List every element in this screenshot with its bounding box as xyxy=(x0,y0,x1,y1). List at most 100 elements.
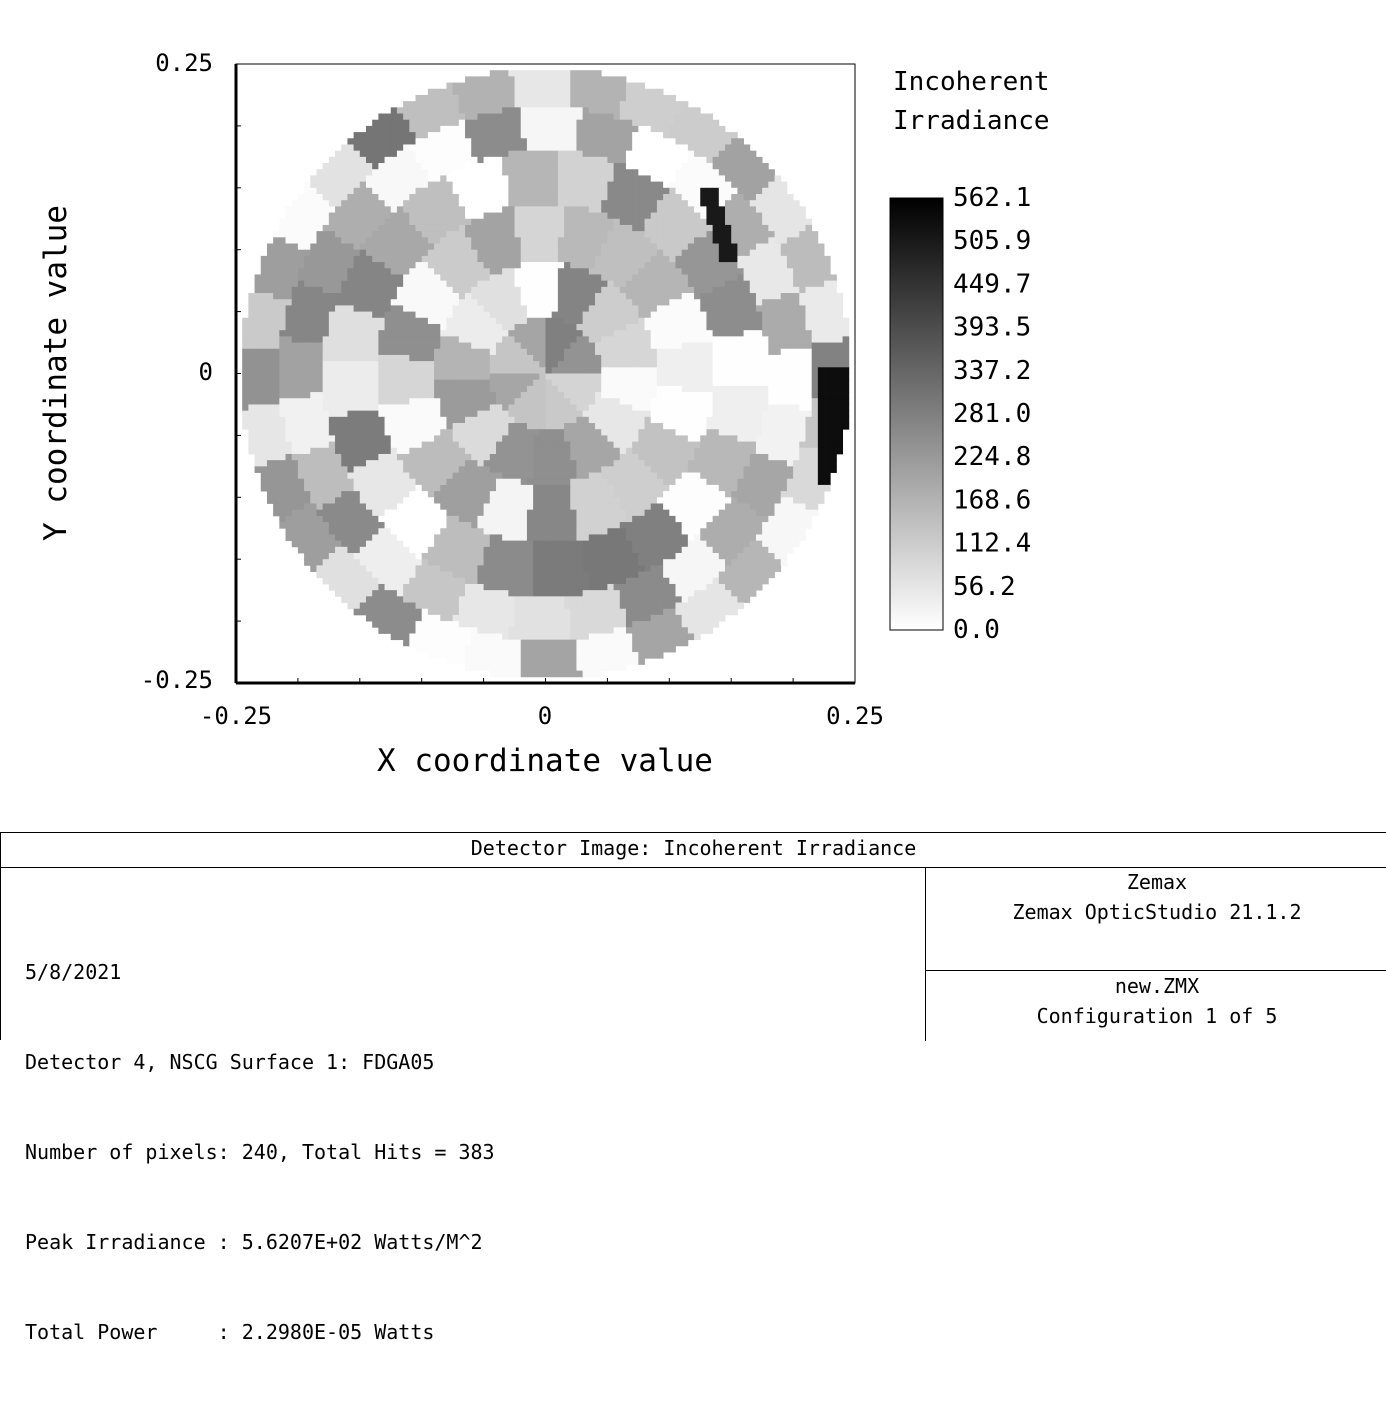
heatmap-cell xyxy=(421,373,429,381)
heatmap-cell xyxy=(700,193,707,201)
heatmap-cell xyxy=(731,280,738,288)
heatmap-cell xyxy=(285,243,293,251)
heatmap-cell xyxy=(601,187,608,195)
heatmap-cell xyxy=(842,336,850,343)
heatmap-cell xyxy=(421,255,429,263)
heatmap-cell xyxy=(793,379,800,387)
heatmap-cell xyxy=(372,323,379,331)
heatmap-cell xyxy=(551,373,559,381)
heatmap-cell xyxy=(279,293,286,300)
heatmap-cell xyxy=(310,441,317,449)
heatmap-cell xyxy=(681,336,689,343)
heatmap-cell xyxy=(489,187,497,195)
heatmap-cell xyxy=(650,101,658,108)
heatmap-cell xyxy=(613,138,621,145)
heatmap-cell xyxy=(254,416,262,424)
heatmap-cell xyxy=(675,423,683,430)
heatmap-cell xyxy=(786,404,794,412)
heatmap-cell xyxy=(310,193,317,201)
heatmap-cell xyxy=(557,441,565,449)
heatmap-cell xyxy=(520,423,528,430)
heatmap-cell xyxy=(508,200,515,207)
heatmap-cell xyxy=(508,113,515,121)
heatmap-cell xyxy=(390,200,398,207)
heatmap-cell xyxy=(749,311,757,319)
heatmap-cell xyxy=(403,150,410,158)
heatmap-cell xyxy=(396,435,404,442)
heatmap-cell xyxy=(687,441,695,449)
heatmap-cell xyxy=(718,286,726,294)
heatmap-cell xyxy=(780,361,788,368)
heatmap-cell xyxy=(687,293,695,300)
heatmap-cell xyxy=(458,243,466,251)
heatmap-cell xyxy=(446,132,454,139)
heatmap-cell xyxy=(656,237,664,244)
heatmap-cell xyxy=(384,354,392,362)
heatmap-cell xyxy=(836,293,844,300)
heatmap-cell xyxy=(242,385,249,393)
heatmap-cell xyxy=(737,224,744,232)
heatmap-cell xyxy=(452,88,460,96)
heatmap-cell xyxy=(712,286,720,294)
heatmap-cell xyxy=(595,169,602,176)
heatmap-cell xyxy=(489,249,497,257)
heatmap-cell xyxy=(743,231,751,238)
heatmap-cell xyxy=(291,361,299,368)
heatmap-cell xyxy=(341,243,348,251)
heatmap-cell xyxy=(625,373,633,381)
heatmap-cell xyxy=(669,373,676,381)
heatmap-cell xyxy=(328,169,336,176)
heatmap-cell xyxy=(539,101,546,108)
heatmap-cell xyxy=(353,138,361,145)
heatmap-cell xyxy=(335,373,342,381)
heatmap-cell xyxy=(458,410,466,418)
heatmap-cell xyxy=(650,323,658,331)
heatmap-cell xyxy=(811,311,819,319)
heatmap-cell xyxy=(526,429,534,436)
heatmap-cell xyxy=(403,175,410,183)
heatmap-cell xyxy=(495,255,503,263)
heatmap-cell xyxy=(304,243,311,251)
heatmap-cell xyxy=(266,274,274,282)
heatmap-cell xyxy=(495,404,503,412)
heatmap-cell xyxy=(365,330,373,337)
heatmap-cell xyxy=(582,193,590,201)
heatmap-cell xyxy=(483,373,491,381)
heatmap-cell xyxy=(551,243,559,251)
heatmap-cell xyxy=(316,435,324,442)
heatmap-cell xyxy=(508,231,515,238)
heatmap-cell xyxy=(520,410,528,418)
heatmap-cell xyxy=(762,317,769,325)
heatmap-cell xyxy=(601,119,608,127)
heatmap-cell xyxy=(786,268,794,275)
heatmap-cell xyxy=(811,354,819,362)
heatmap-cell xyxy=(434,305,441,312)
heatmap-cell xyxy=(780,398,788,405)
heatmap-cell xyxy=(595,416,602,424)
heatmap-cell xyxy=(557,286,565,294)
heatmap-cell xyxy=(310,311,317,319)
heatmap-cell xyxy=(669,342,676,350)
heatmap-cell xyxy=(347,163,355,170)
heatmap-cell xyxy=(675,398,683,405)
heatmap-cell xyxy=(458,107,466,114)
heatmap-cell xyxy=(526,330,534,337)
heatmap-cell xyxy=(576,280,584,288)
heatmap-cell xyxy=(477,373,484,381)
heatmap-cell xyxy=(533,336,540,343)
heatmap-cell xyxy=(675,255,683,263)
heatmap-cell xyxy=(279,404,286,412)
heatmap-cell xyxy=(328,274,336,282)
heatmap-cell xyxy=(248,373,255,381)
heatmap-cell xyxy=(601,175,608,183)
heatmap-cell xyxy=(372,212,379,220)
heatmap-cell xyxy=(780,336,788,343)
heatmap-cell xyxy=(625,88,633,96)
heatmap-cell xyxy=(681,231,689,238)
heatmap-cell xyxy=(681,255,689,263)
heatmap-cell xyxy=(545,336,553,343)
heatmap-cell xyxy=(421,94,429,102)
heatmap-cell xyxy=(452,169,460,176)
heatmap-cell xyxy=(694,255,701,263)
heatmap-cell xyxy=(502,305,509,312)
